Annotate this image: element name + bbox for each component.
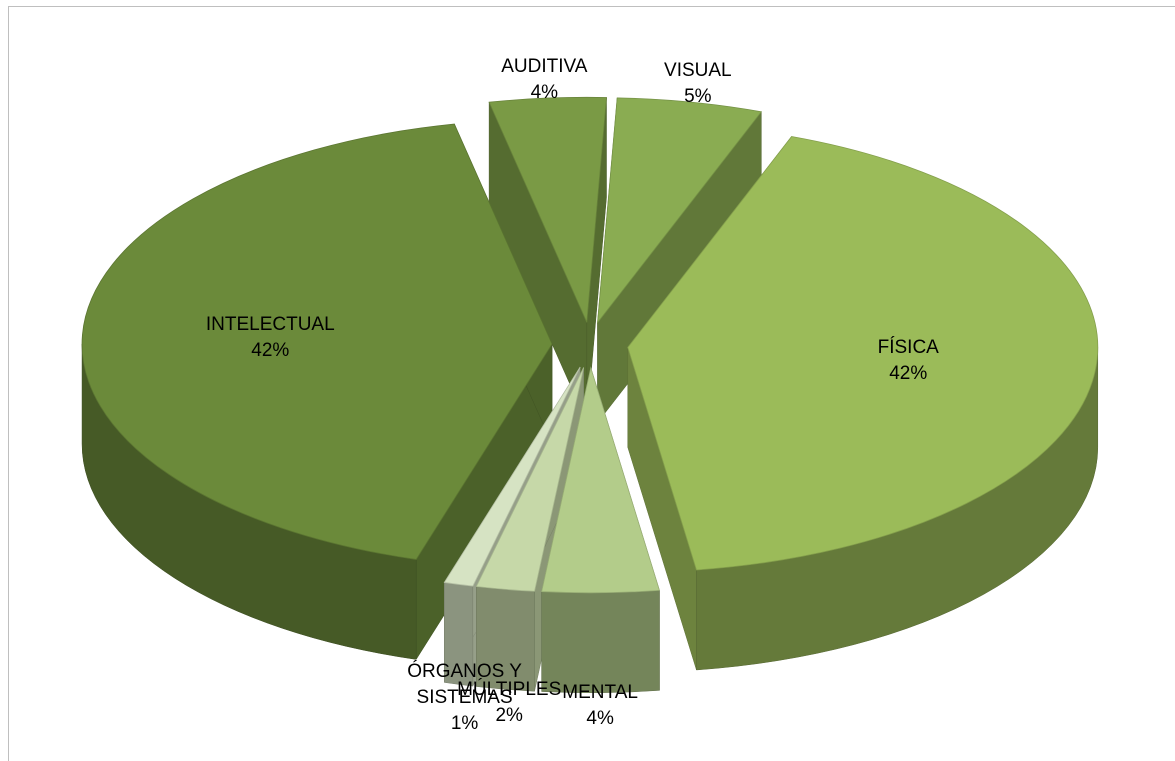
value-label: 4% (586, 708, 614, 730)
data-label: FÍSICA 42% (833, 335, 983, 387)
slice (541, 366, 660, 594)
value-label: 4% (530, 82, 559, 104)
category-label: MÚLTIPLES (457, 679, 562, 701)
slice (596, 97, 763, 324)
data-label: VISUAL 5% (623, 58, 773, 110)
data-label: ÓRGANOS Y SISTEMAS 1% (390, 659, 540, 737)
value-label: 42% (889, 363, 928, 385)
value-label: 5% (684, 86, 712, 108)
slice (627, 136, 1099, 571)
data-label: INTELECTUAL 42% (195, 312, 345, 364)
category-label: INTELECTUAL (205, 314, 335, 336)
category-label: ÓRGANOS Y SISTEMAS (407, 661, 522, 709)
value-label: 2% (495, 705, 523, 727)
slice (475, 367, 585, 592)
data-label: MENTAL 4% (525, 680, 675, 732)
slice (443, 366, 581, 587)
slice (488, 96, 607, 323)
value-label: 42% (251, 340, 290, 362)
category-label: FÍSICA (877, 337, 939, 359)
value-label: 1% (450, 713, 479, 735)
category-label: VISUAL (664, 60, 732, 82)
slice (81, 123, 553, 560)
data-label: MÚLTIPLES 2% (434, 677, 584, 729)
category-label: AUDITIVA (501, 56, 588, 78)
data-label: AUDITIVA 4% (469, 54, 619, 106)
category-label: MENTAL (562, 682, 638, 704)
frame (8, 6, 1175, 761)
